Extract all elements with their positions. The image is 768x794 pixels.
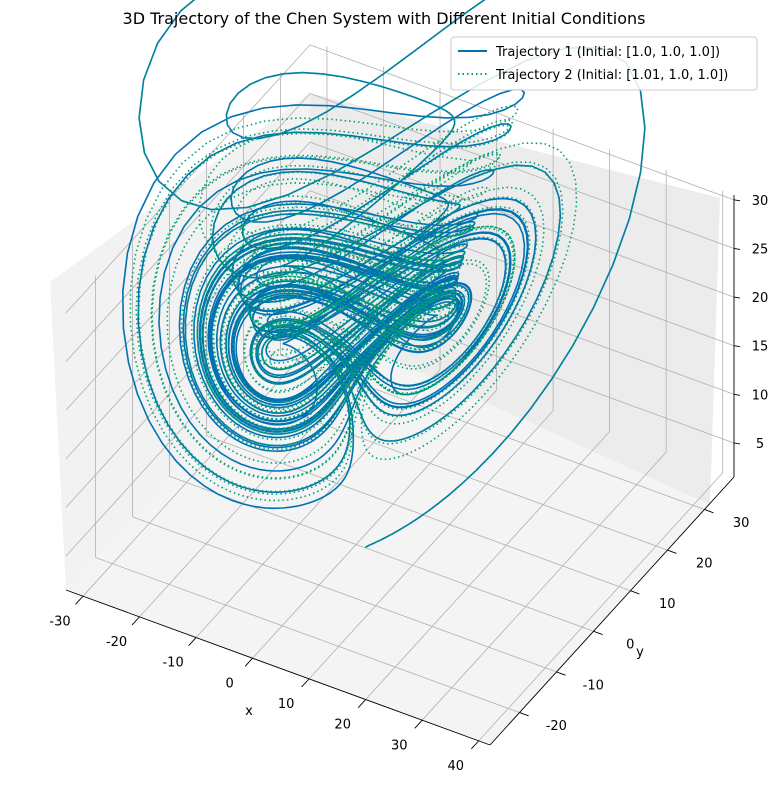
legend: Trajectory 1 (Initial: [1.0, 1.0, 1.0]) … <box>450 36 758 91</box>
z-tick-label: 10 <box>752 388 768 403</box>
grid-line-y-floor <box>132 516 557 673</box>
y-tick-mark <box>704 509 714 514</box>
y-tick-label: 0 <box>626 638 634 653</box>
grid-line-y-floor <box>169 475 594 632</box>
x-tick-label: -20 <box>106 635 127 650</box>
y-tick-label: 20 <box>696 557 713 572</box>
y-tick-mark <box>593 630 603 636</box>
z-tick-mark <box>733 199 741 202</box>
z-tick-mark <box>733 393 741 396</box>
legend-label-trajectory-1: Trajectory 1 (Initial: [1.0, 1.0, 1.0]) <box>495 45 720 60</box>
y-tick-mark <box>519 712 529 717</box>
grid-lines <box>65 44 735 742</box>
legend-label-trajectory-2: Trajectory 2 (Initial: [1.01, 1.0, 1.0]) <box>495 68 728 83</box>
grid-line-z-left <box>65 190 311 459</box>
x-tick-mark <box>244 657 253 667</box>
chart-title: 3D Trajectory of the Chen System with Di… <box>123 9 646 28</box>
x-tick-label: -10 <box>162 656 183 671</box>
grid-line-x-floor <box>421 451 667 721</box>
x-tick-label: 20 <box>334 718 351 733</box>
grid-line-x-floor <box>82 327 328 597</box>
grid-line-z-left <box>65 44 311 314</box>
y-tick-label: -20 <box>546 719 567 734</box>
grid-line-x-floor <box>308 410 554 680</box>
x-tick-label: -30 <box>49 614 70 629</box>
z-tick-label: 5 <box>756 437 764 452</box>
grid-line-y-floor <box>95 557 520 713</box>
y-axis-line <box>489 476 735 746</box>
grid-line-z-left <box>65 93 311 362</box>
grid-line-x-floor <box>252 389 497 659</box>
y-tick-label: 30 <box>733 516 750 531</box>
tick-labels: -30 -20 -10 0 10 20 30 40 -20 -10 0 10 20 30 5 10 15 20 25… <box>49 194 768 774</box>
x-tick-mark <box>414 719 423 729</box>
y-axis-label: y <box>636 645 644 660</box>
legend-box <box>450 36 758 91</box>
axes <box>65 195 741 750</box>
grid-line-x-floor <box>478 472 723 742</box>
z-tick-mark <box>733 442 741 445</box>
grid-line-x-floor <box>195 369 441 638</box>
y-tick-label: -10 <box>583 678 604 693</box>
x-tick-mark <box>188 637 197 646</box>
z-tick-label: 25 <box>752 242 768 257</box>
x-tick-mark <box>470 740 480 750</box>
z-tick-label: 30 <box>752 194 768 209</box>
grid-line-y-floor <box>206 435 631 592</box>
x-tick-label: 40 <box>447 759 464 774</box>
x-tick-label: 30 <box>391 738 408 753</box>
y-tick-label: 10 <box>659 597 676 612</box>
x-axis-label: x <box>245 704 253 719</box>
pane-floor <box>66 322 710 745</box>
z-tick-mark <box>733 248 741 250</box>
y-tick-mark <box>556 671 566 676</box>
z-tick-label: 15 <box>752 340 768 355</box>
x-axis-line <box>65 589 491 746</box>
x-tick-label: 10 <box>278 697 295 712</box>
z-tick-mark <box>733 296 741 299</box>
trajectories <box>122 0 646 549</box>
x-tick-mark <box>75 595 84 605</box>
x-tick-mark <box>131 616 140 626</box>
z-tick-label: 20 <box>752 291 768 306</box>
grid-line-z-back <box>309 44 735 201</box>
grid-line-x-floor <box>365 431 610 700</box>
y-tick-mark <box>667 549 677 554</box>
x-tick-mark <box>301 678 310 688</box>
x-tick-mark <box>357 699 366 708</box>
pane-back <box>310 93 720 505</box>
z-tick-mark <box>733 345 741 348</box>
grid-line-z-back <box>309 93 735 249</box>
trajectory-2-line <box>129 0 646 549</box>
x-tick-label: 0 <box>225 676 233 691</box>
y-tick-mark <box>630 590 640 595</box>
